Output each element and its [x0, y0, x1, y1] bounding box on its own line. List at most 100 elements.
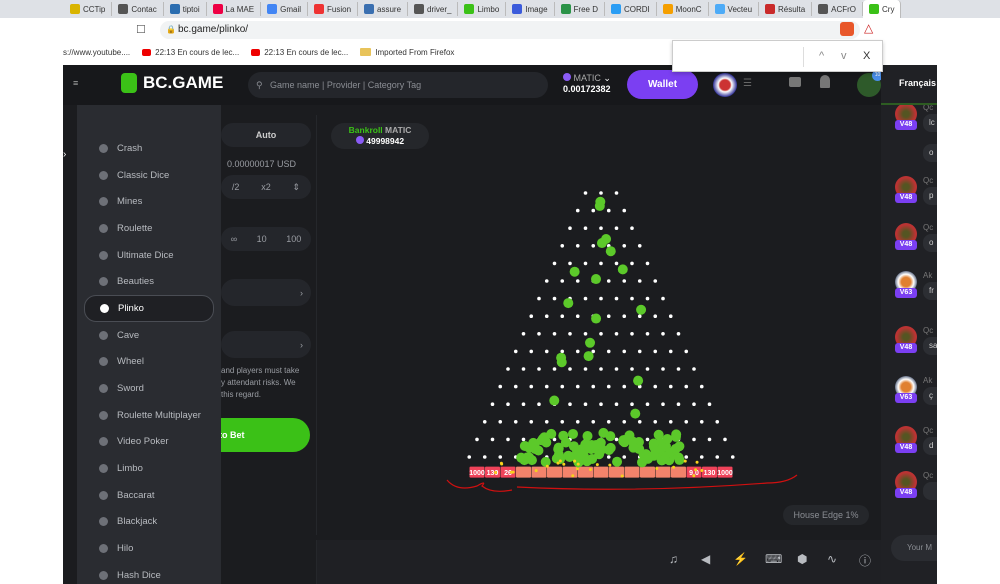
- ball: [612, 456, 623, 467]
- browser-tab[interactable]: Free D: [555, 2, 605, 16]
- menu-item-beauties[interactable]: Beauties: [77, 268, 221, 295]
- avatar[interactable]: [895, 103, 917, 125]
- bookmark-item[interactable]: 22:13 En cours de lec...: [142, 48, 239, 57]
- lightning-icon[interactable]: ⚡: [733, 552, 748, 566]
- find-next-button[interactable]: v: [841, 50, 847, 62]
- browser-tab[interactable]: assure: [358, 2, 409, 16]
- menu-item-classic-dice[interactable]: Classic Dice: [77, 162, 221, 189]
- browser-tab[interactable]: CCTip: [64, 2, 113, 16]
- chat-username: Qc: [923, 103, 934, 112]
- menu-item-cave[interactable]: Cave: [77, 322, 221, 349]
- avatar[interactable]: [895, 471, 917, 493]
- avatar[interactable]: [895, 376, 917, 398]
- ball: [636, 304, 647, 315]
- browser-tab[interactable]: Contac: [112, 2, 164, 16]
- menu-item-ultimate-dice[interactable]: Ultimate Dice: [77, 242, 221, 269]
- menu-item-hash-dice[interactable]: Hash Dice: [77, 562, 221, 584]
- on-loss-select[interactable]: ›: [221, 331, 311, 358]
- browser-tab[interactable]: Gmail: [261, 2, 308, 16]
- menu-item-label: Roulette Multiplayer: [117, 409, 201, 421]
- menu-item-roulette-multiplayer[interactable]: Roulette Multiplayer: [77, 402, 221, 429]
- hundred-button[interactable]: 100: [286, 234, 302, 244]
- music-icon[interactable]: ♫: [669, 552, 678, 566]
- find-close-button[interactable]: X: [863, 50, 871, 62]
- bookmark-item[interactable]: 22:13 En cours de lec...: [251, 48, 348, 57]
- avatar[interactable]: [895, 223, 917, 245]
- browser-tab[interactable]: Limbo: [458, 2, 507, 16]
- chat-input[interactable]: Your M: [891, 535, 937, 561]
- browser-tab[interactable]: Cry: [863, 0, 902, 18]
- multiplier-label: 1000: [717, 470, 733, 477]
- ten-button[interactable]: 10: [256, 234, 267, 244]
- bookmark-icon[interactable]: ☐: [136, 24, 146, 36]
- tab-auto[interactable]: Auto: [221, 123, 311, 147]
- menu-item-label: Ultimate Dice: [117, 249, 174, 261]
- browser-tab[interactable]: ACFrO: [812, 2, 864, 16]
- browser-tab[interactable]: Image: [506, 2, 555, 16]
- graph-icon[interactable]: ∿: [827, 552, 838, 566]
- language-tab[interactable]: Français: [899, 78, 937, 88]
- find-prev-button[interactable]: ^: [819, 50, 825, 62]
- avatar[interactable]: [895, 271, 917, 293]
- balance-selector[interactable]: MATIC ⌄ 0.00172382: [563, 73, 611, 94]
- vip-badge: V48: [895, 240, 917, 250]
- sound-icon[interactable]: ◀: [701, 552, 711, 566]
- menu-item-video-poker[interactable]: Video Poker: [77, 429, 221, 456]
- keyboard-icon[interactable]: ⌨: [765, 552, 783, 566]
- bookmark-item[interactable]: s://www.youtube....: [63, 47, 131, 57]
- peg: [622, 208, 627, 213]
- peg: [560, 314, 565, 318]
- alert-triangle-icon[interactable]: △: [864, 21, 874, 35]
- search-input[interactable]: ⚲ Game name | Provider | Category Tag: [248, 72, 548, 98]
- browser-tab[interactable]: MoonC: [657, 2, 709, 16]
- menu-item-roulette[interactable]: Roulette: [77, 215, 221, 242]
- menu-item-mines[interactable]: Mines: [77, 188, 221, 215]
- browser-tab[interactable]: Résulta: [759, 2, 813, 16]
- menu-item-wheel[interactable]: Wheel: [77, 349, 221, 376]
- double-button[interactable]: x2: [261, 182, 271, 192]
- chat-bubble: p: [923, 187, 937, 205]
- url-field[interactable]: 🔒 bc.game/plinko/: [160, 21, 860, 39]
- brave-icon[interactable]: [840, 22, 854, 36]
- menu-item-plinko[interactable]: Plinko: [84, 295, 214, 322]
- half-button[interactable]: /2: [231, 182, 240, 192]
- sparkle: [556, 461, 560, 465]
- start-bet-button[interactable]: to Bet: [211, 418, 310, 452]
- browser-tab[interactable]: La MAE: [207, 2, 262, 16]
- mail-icon[interactable]: [789, 77, 801, 87]
- ball: [660, 441, 671, 452]
- menu-item-hilo[interactable]: Hilo: [77, 535, 221, 562]
- menu-item-sword[interactable]: Sword: [77, 375, 221, 402]
- tab-label: Fusion: [327, 4, 352, 14]
- menu-toggle-icon[interactable]: ≡: [73, 78, 79, 88]
- ball: [637, 457, 648, 468]
- browser-tab[interactable]: Vecteu: [709, 2, 760, 16]
- wallet-button[interactable]: Wallet: [627, 70, 698, 99]
- avatar[interactable]: [895, 426, 917, 448]
- menu-item-limbo[interactable]: Limbo: [77, 455, 221, 482]
- ball: [533, 445, 544, 456]
- tab-label: Contac: [131, 4, 157, 14]
- list-icon[interactable]: ☰: [743, 78, 752, 89]
- expand-chevron-icon[interactable]: ›: [63, 149, 67, 160]
- infinite-button[interactable]: ∞: [230, 234, 238, 244]
- ball: [583, 441, 594, 452]
- bell-icon[interactable]: [820, 75, 830, 88]
- avatar[interactable]: [895, 176, 917, 198]
- avatar[interactable]: [713, 73, 737, 97]
- logo[interactable]: BC.GAME: [121, 73, 223, 93]
- browser-tab[interactable]: Fusion: [308, 2, 359, 16]
- menu-item-crash[interactable]: Crash: [77, 135, 221, 162]
- avatar[interactable]: [895, 326, 917, 348]
- menu-item-blackjack[interactable]: Blackjack: [77, 509, 221, 536]
- help-icon[interactable]: ⓘ: [859, 554, 872, 568]
- browser-tab[interactable]: tiptoi: [164, 2, 207, 16]
- bookmark-folder[interactable]: Imported From Firefox: [360, 48, 454, 57]
- browser-tab[interactable]: driver_: [408, 2, 459, 16]
- stepper-icon[interactable]: ⇕: [292, 181, 301, 192]
- acorn-icon[interactable]: ⬢: [797, 552, 808, 566]
- sparkle: [694, 468, 698, 472]
- menu-item-baccarat[interactable]: Baccarat: [77, 482, 221, 509]
- on-win-select[interactable]: ›: [221, 279, 311, 306]
- browser-tab[interactable]: CORDI: [605, 2, 657, 16]
